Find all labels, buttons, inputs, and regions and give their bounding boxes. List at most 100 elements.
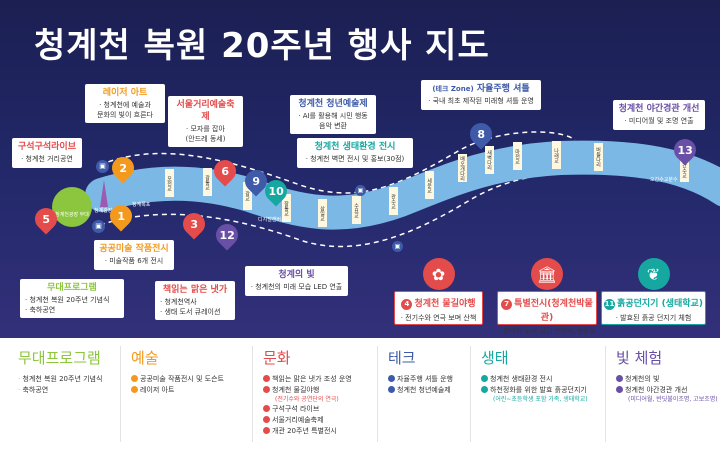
callout-title-text: 구석구석라이브 [18,142,76,152]
bridge-label: 장통교 [282,194,291,222]
callout-title-text: 청계천 청년예술제 [298,99,368,109]
program-card[interactable]: 4 청계천 물길야행 · 전기수와 연극 보며 산책 [394,291,483,325]
legend-item-text: 청계천 생태환경 전시 [490,375,553,383]
bridge-label: 나래교 [552,141,561,169]
legend-item-text: 자율주행 셔틀 운행 [397,375,453,383]
legend-item: 청계천 야간경관 개선 [616,385,720,396]
legend-number-icon [263,426,270,434]
callout-title: (테크 Zone) 자율주행 셔틀 [426,83,536,95]
callout-ecoexh: 청계천 생태환경 전시 · 청계천 벽면 전시 및 홍보(30점) [297,138,413,168]
callout-youth: 청계천 청년예술제 · AI를 활용해 시민 행동 음악 변환 [290,95,376,135]
callout-title-prefix: (테크 Zone) [432,85,474,93]
legend-number-icon [263,404,270,412]
bridge-label: 배오개다리 [458,154,467,182]
legend-item-note: (어린~초등학생 포함 가족, 생태학교) [493,396,588,404]
bridge-label: 삼일교 [318,199,327,227]
legend-title: 생태 [481,349,509,367]
legend-item-text: 하천정화를 위한 발효 흙공던지기 [490,386,587,395]
card-title-text: 청계천 물길야행 [414,299,476,309]
callout-title: 서울거리예술축제 [173,99,238,123]
bridge-label: 모전교 [165,169,174,197]
legend-item: 청계천의 빛 [616,374,720,385]
callout-street: 서울거리예술축제 · 모자를 잡아 (안드레 동세) [168,96,243,148]
legend-item-text: 청계천 청년예술제 [397,386,451,395]
card-title: 7 특별전시(청계천박물관) [498,296,596,323]
legend-number-icon [263,386,270,394]
callout-line: · 청계천의 미래 모습 LED 연출 [250,283,343,292]
card-number: 7 [501,299,513,310]
callout-title-text: 청계천 생태환경 전시 [314,142,396,152]
card-number: 11 [604,299,616,310]
pin-number: 6 [221,164,229,178]
callout-title-text: 레이저 아트 [102,88,148,98]
callout-line: · 생태 도서 큐레이션 [160,307,221,316]
callout-line: · 청계천 벽면 전시 및 홍보(30점) [305,155,405,164]
fan-icon: ✿ [422,258,455,290]
bridge-label: 세운교 [425,171,434,199]
legend-item-note: (미디어월, 반딧불이조명, 고보조명) [628,396,718,404]
program-card[interactable]: 11 흙공던지기 (생태학교) · 발효된 흙공 던지기 체험 [601,291,706,325]
bridge-label: 버들다리 [594,143,603,171]
callout-title-text: 무대프로그램 [47,283,97,293]
callout-line: · 모자를 잡아 [186,125,225,134]
pin-number: 2 [119,161,127,175]
callout-title: 레이저 아트 [90,87,160,99]
bus-icon: ▣ [96,160,109,173]
card-title: 11 흙공던지기 (생태학교) [602,296,705,310]
bus-icon: ▣ [92,220,105,233]
callout-book: 책읽는 맑은 냇가 · 청계천역사 · 생태 도서 큐레이션 [155,281,235,321]
legend-item-text: 청계천 야간경관 개선 [625,386,688,395]
callout-line: · 청계천에 예술과 [99,101,151,110]
callout-line: · 미술작품 6개 전시 [104,257,164,266]
pin-number: 1 [117,209,125,223]
legend: 무대프로그램 · 청계천 복원 20주년 기념식 · 축하공연 예술 공공미술 작품전시… [0,338,720,450]
program-card[interactable]: 7 특별전시(청계천박물관) · 청계천 도시 공간 변천사,생활상 [497,291,597,335]
legend-item: 레이저 아트 [131,385,252,396]
legend-column: 예술 공공미술 작품전시 및 도슨트 레이저 아트 [120,346,252,442]
bridge-label: 광교 [243,182,252,210]
legend-number-icon [263,375,270,382]
callout-line: · 축하공연 [25,305,56,314]
card-desc: · 전기수와 연극 보며 산책 [400,314,477,322]
plaza-marker [100,180,108,207]
legend-number-icon [616,386,623,394]
legend-item: · 청계천 복원 20주년 기념식 [18,374,119,385]
legend-item-text: 구석구석 라이브 [272,404,320,413]
callout-title-text: 책읽는 맑은 냇가 [162,285,228,295]
bus-icon: ▣ [392,241,403,252]
callout-shuttle: (테크 Zone) 자율주행 셔틀 · 국내 최초 제작된 미래형 셔틀 운영 [421,80,541,110]
bridge-label: 오간수교 [680,154,689,182]
callout-publicart: 공공미술 작품전시 · 미술작품 6개 전시 [94,240,174,270]
legend-title: 무대프로그램 [18,349,101,367]
legend-title: 문화 [263,349,291,367]
callout-line: · AI를 활용해 시민 행동 [298,112,368,121]
event-map: 청계천 복원 20주년 행사 지도 모전교 광통교 광교 장통교 삼일교 수표교 관수교 세운… [0,0,720,338]
callout-title-text: 서울거리예술축제 [176,100,235,123]
legend-number-icon [131,386,138,394]
callout-title-text: 공공미술 작품전시 [99,244,169,254]
place-canvas: 디지털캔버스 [258,217,286,223]
legend-column: 문화 책읽는 맑은 냇가 조성 운영 청계천 물길야행 (전기수와 공연단의 연극) 구… [252,346,377,442]
legend-item-text: 축하공연 [22,386,49,395]
legend-title: 테크 [388,349,416,367]
bullet: · [18,386,23,395]
callout-night: 청계천 야간경관 개선 · 미디어월 및 조명 연출 [613,100,705,130]
stage-circle[interactable]: 청계천광장 무대 [52,187,92,227]
legend-title: 예술 [131,349,159,367]
legend-number-icon [263,415,270,423]
callout-title: 청계천 생태환경 전시 [302,141,408,153]
callout-laser: 레이저 아트 · 청계천에 예술과 문화의 빛이 흐른다 [85,84,165,124]
callout-title-text: 청계천 야간경관 개선 [618,104,700,114]
callout-stage: 무대프로그램 · 청계천 복원 20주년 기념식 · 축하공연 [20,279,124,319]
bridge-label: 수표교 [352,196,361,224]
callout-line: (안드레 동세) [185,134,226,143]
pin-number: 5 [42,212,50,226]
legend-item: 청계천 생태환경 전시 [481,374,605,385]
callout-line: · 청계천 복원 20주년 기념식 [25,296,110,305]
legend-item: 하천정화를 위한 발효 흙공던지기 [481,385,605,396]
legend-number-icon [388,386,395,394]
legend-item-text: 레이저 아트 [140,386,175,395]
callout-title: 책읽는 맑은 냇가 [160,284,230,296]
bridge-label: 새벽다리 [485,146,494,174]
